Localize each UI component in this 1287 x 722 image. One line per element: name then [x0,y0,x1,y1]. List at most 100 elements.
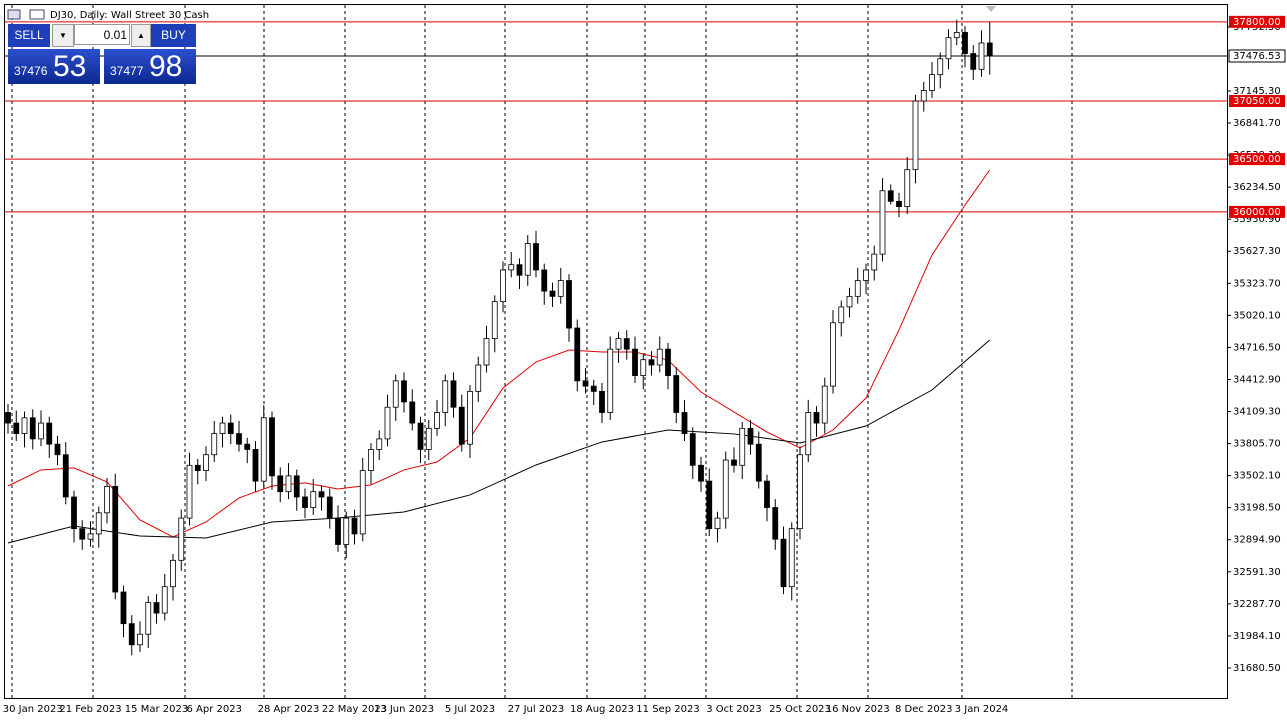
lot-input[interactable]: 0.01 [74,24,130,45]
candle-body [54,443,61,456]
candle-body [137,633,143,646]
candle-body [970,53,977,70]
candle-body [978,42,985,70]
y-tick-label: 34412.90 [1233,374,1281,385]
buy-button[interactable]: BUY [151,24,196,47]
lot-up[interactable]: ▲ [131,24,151,47]
candle-body [962,32,968,54]
candle-body [368,449,374,471]
candle-body [120,591,127,625]
candle-body [714,517,721,530]
lot-down[interactable]: ▼ [52,24,74,47]
candle-body [945,37,952,60]
candle-body [326,496,333,519]
y-tick-label: 36234.50 [1233,182,1281,193]
y-tick-label: 34109.30 [1233,407,1281,418]
candle-body [623,338,630,350]
candle-body [937,58,944,76]
last-price-box [1228,49,1286,63]
candle-body [516,264,523,276]
candle-body [186,464,193,519]
candle-body [318,491,325,498]
last-price-label: 37476.53 [1233,51,1281,62]
buy-price-pips: 98 [149,50,183,83]
candle-body [46,422,53,445]
candle-body [755,443,762,482]
level-label-box [1229,205,1285,218]
candle-body [38,422,44,440]
candle-body [541,269,548,292]
candle-body [302,496,308,508]
x-tick-label: 16 Nov 2023 [826,704,890,715]
candle-body [524,243,531,276]
menu-icon[interactable] [7,9,21,20]
y-tick-label: 35627.30 [1233,246,1281,257]
candle-body [252,449,259,482]
x-tick-label: 25 Oct 2023 [769,704,831,715]
candle-body [805,412,812,456]
y-tick-label: 32894.90 [1233,535,1281,546]
candle-body [475,364,482,392]
candle-body [153,602,160,614]
level-label-box [1229,153,1285,166]
y-tick-label: 35020.10 [1233,310,1281,321]
candle-body [681,412,688,435]
chart-icon[interactable] [29,9,45,20]
candle-body [739,427,746,466]
candle-body [706,480,713,530]
candle-body [533,243,539,271]
candle-body [29,417,36,440]
candle-body [557,280,564,297]
y-tick-label: 35930.90 [1233,214,1281,225]
y-tick-label: 32591.30 [1233,567,1281,578]
level-label: 36500.00 [1233,154,1281,165]
candle-body [21,417,28,435]
candle-body [863,269,869,281]
candle-body [871,253,878,271]
trade-panel: SELL ▼ 0.01 ▲ BUY 37476 53 37477 98 [8,24,196,84]
sell-price[interactable]: 37476 53 [8,49,100,84]
candle-body [450,380,457,408]
x-tick-label: 30 Jan 2023 [3,704,63,715]
candle-body [310,491,317,508]
level-label: 37050.00 [1233,96,1281,107]
x-tick-label: 28 Apr 2023 [258,704,320,715]
candle-body [5,412,11,424]
candle-body [244,443,251,450]
candle-body [161,586,168,614]
candle-body [846,295,853,308]
candle-body [986,42,993,57]
candle-body [920,90,927,102]
candle-body [665,348,671,376]
candle-body [582,380,589,387]
y-tick-label: 33198.50 [1233,503,1281,514]
candle-body [747,427,754,445]
candle-body [854,280,861,297]
candle-body [359,470,366,535]
candle-body [549,290,556,297]
candle-body [764,480,770,508]
y-tick-label: 32287.70 [1233,599,1281,610]
candle-body [896,200,902,208]
level-label-box [1229,95,1285,108]
candle-body [491,301,498,339]
sell-button[interactable]: SELL [8,24,50,47]
candle-body [788,528,795,588]
x-tick-label: 5 Jul 2023 [445,704,495,715]
x-tick-label: 22 May 2023 [322,704,387,715]
x-tick-label: 21 Feb 2023 [59,704,121,715]
candle-body [351,517,358,535]
candle-body [145,602,152,635]
candle-body [953,32,960,39]
candle-body [236,433,242,445]
x-tick-label: 6 Apr 2023 [187,704,242,715]
candle-body [194,464,201,471]
candle-body [590,385,597,392]
candle-body [887,190,894,202]
candle-body [689,433,696,466]
buy-price[interactable]: 37477 98 [104,49,196,84]
candle-body [640,359,647,376]
chart-title: DJ30, Daily: Wall Street 30 Cash [50,10,209,21]
